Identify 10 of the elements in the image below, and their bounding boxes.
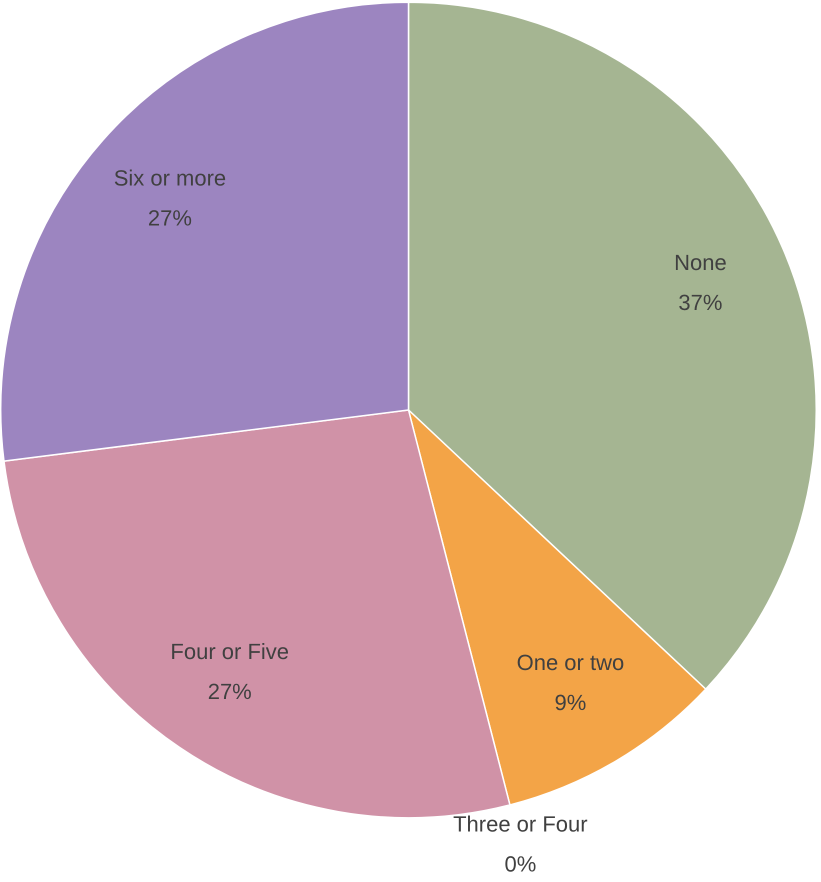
slice-label: One or two [516, 650, 624, 675]
category-label: Three or Four [453, 812, 588, 837]
data-label: 37% [678, 290, 722, 315]
data-label: 9% [554, 690, 586, 715]
slice-label: None [674, 250, 727, 275]
text: 0% [504, 852, 536, 877]
slice-label: Six or more [114, 166, 226, 191]
data-label: 27% [208, 679, 252, 704]
data-label: 27% [148, 206, 192, 231]
slice-label: Four or Five [170, 639, 290, 664]
